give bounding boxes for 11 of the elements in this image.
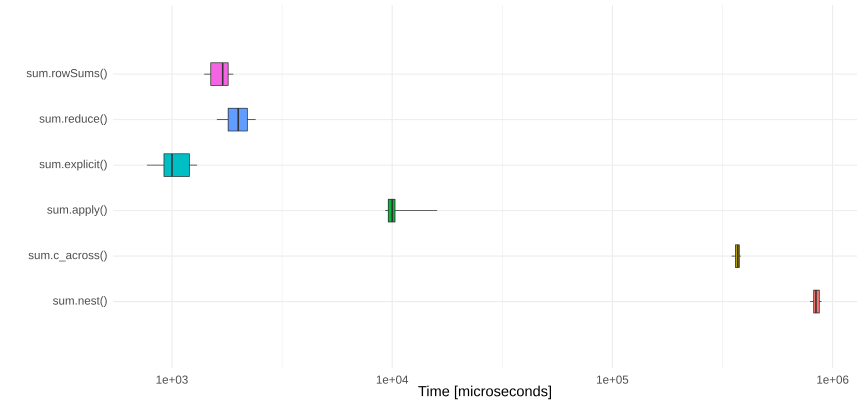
x-tick-label: 1e+04 xyxy=(376,376,408,384)
x-tick-label: 1e+06 xyxy=(817,376,848,384)
y-tick-label: sum.reduce() xyxy=(39,114,107,126)
y-tick-label: sum.c_across() xyxy=(28,250,107,262)
y-tick-label: sum.explicit() xyxy=(39,160,107,171)
y-tick-label: sum.rowSums() xyxy=(26,68,107,80)
x-tick-label: 1e+05 xyxy=(597,376,628,384)
x-tick-label: 1e+03 xyxy=(156,376,188,384)
y-tick-label: sum.apply() xyxy=(47,205,107,216)
y-tick-label: sum.nest() xyxy=(53,296,107,307)
x-axis-title: Time [microseconds] xyxy=(418,386,552,400)
